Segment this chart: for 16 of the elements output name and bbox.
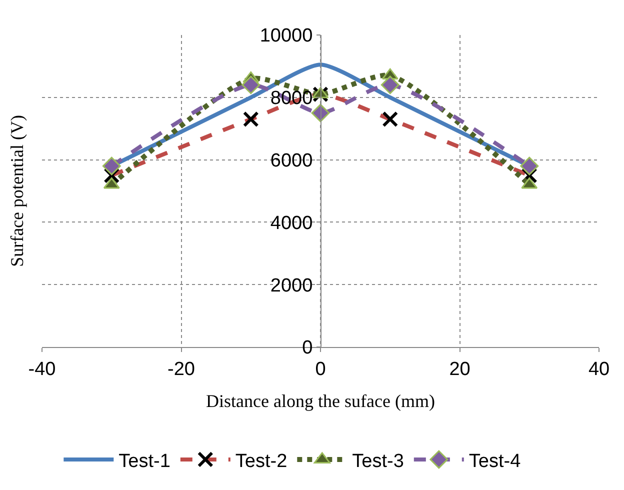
x-tick-label: -40: [28, 358, 56, 380]
legend-label: Test-1: [118, 450, 170, 472]
x-tick-label: -20: [168, 358, 195, 380]
y-tick-label: 6000: [270, 150, 313, 172]
y-tick-label: 0: [302, 338, 313, 359]
y-axis-title: Surface potential (V): [6, 114, 27, 267]
legend-label: Test-2: [235, 450, 288, 472]
x-tick-label: 40: [588, 358, 610, 380]
legend-label: Test-3: [352, 450, 404, 472]
x-tick-label: 0: [315, 358, 326, 380]
x-axis-title: Distance along the suface (mm): [206, 390, 435, 411]
legend-label: Test-4: [468, 450, 522, 472]
y-tick-label: 2000: [270, 275, 313, 296]
x-tick-label: 20: [449, 358, 470, 380]
y-tick-label: 4000: [270, 212, 313, 234]
y-tick-label: 10000: [260, 26, 313, 47]
